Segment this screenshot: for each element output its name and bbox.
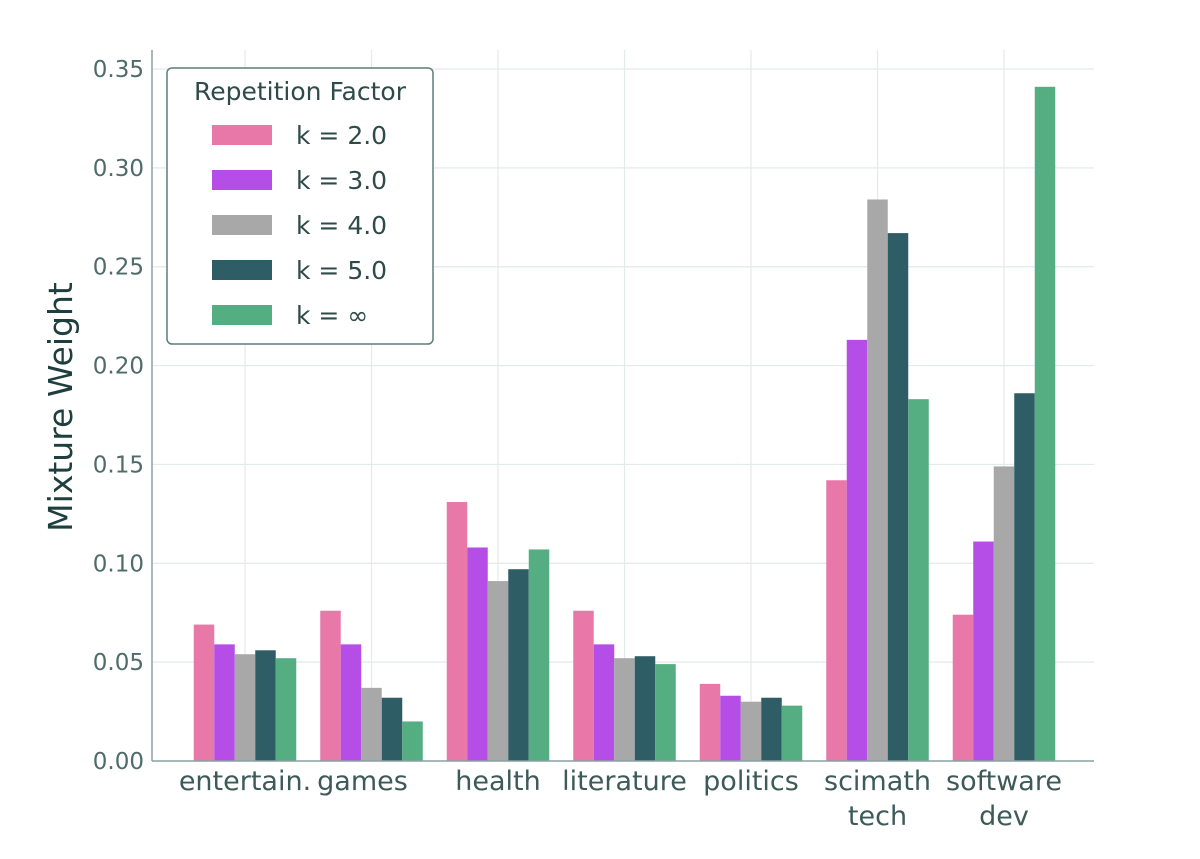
bar-k-4-0-4 (740, 701, 762, 761)
legend-label: k = 5.0 (296, 256, 387, 285)
bar-k-2-0-6 (952, 614, 974, 761)
bar-k-5-0-3 (634, 656, 656, 761)
y-tick-label: 0.30 (93, 156, 144, 182)
legend-label: k = 3.0 (296, 166, 387, 195)
bar-k--2 (528, 549, 550, 761)
bar-k-2-0-1 (320, 610, 341, 761)
y-tick-label: 0.20 (93, 354, 144, 380)
bar-k--6 (1034, 86, 1056, 762)
axes (151, 50, 1094, 762)
legend: Repetition Factor k = 2.0k = 3.0k = 4.0k… (166, 67, 434, 345)
bar-k-5-0-0 (255, 650, 276, 761)
y-tick-label: 0.10 (93, 551, 144, 577)
bar-k-4-0-6 (993, 466, 1015, 761)
bar-k--1 (402, 721, 423, 761)
x-tick-label: dev (979, 801, 1029, 832)
bar-k-4-0-2 (487, 581, 509, 761)
x-tick-label: entertain. (179, 766, 311, 797)
y-tick-labels: 0.00 0.05 0.10 0.15 0.20 0.25 0.30 0.35 (93, 57, 144, 775)
bar-k-5-0-6 (1014, 393, 1035, 761)
bar-k-3-0-0 (214, 644, 235, 761)
y-tick-label: 0.00 (93, 749, 144, 775)
legend-title: Repetition Factor (194, 77, 407, 106)
bar-k-5-0-2 (508, 569, 529, 761)
y-axis-label: Mixture Weight (41, 282, 80, 532)
legend-swatch (212, 260, 272, 280)
bar-k-2-0-3 (573, 610, 594, 761)
bar-k-3-0-1 (340, 644, 362, 761)
x-tick-labels: entertain. games health literature politics s… (179, 766, 1062, 832)
bar-k-3-0-5 (846, 339, 868, 761)
bar-k-3-0-4 (720, 695, 741, 761)
bar-k-5-0-5 (887, 233, 909, 762)
bar-k-4-0-0 (234, 654, 256, 761)
y-tick-label: 0.25 (93, 255, 144, 281)
bar-k-3-0-3 (593, 644, 615, 761)
bar-k-3-0-2 (467, 547, 488, 761)
bar-k-3-0-6 (973, 541, 994, 761)
x-tick-label: politics (703, 766, 799, 797)
legend-label: k = 2.0 (296, 121, 387, 150)
x-tick-label: health (455, 766, 540, 797)
legend-swatch (212, 215, 272, 235)
x-tick-label: software (946, 766, 1062, 797)
x-tick-label: games (317, 766, 408, 797)
bar-k-4-0-5 (867, 199, 888, 762)
legend-label: k = ∞ (296, 301, 368, 330)
bar-k-2-0-4 (699, 683, 721, 761)
y-tick-label: 0.05 (93, 650, 144, 676)
bar-k-5-0-4 (761, 697, 782, 761)
bar-k--4 (781, 705, 803, 761)
y-tick-label: 0.15 (93, 452, 144, 478)
bars (193, 86, 1056, 762)
bar-k-4-0-1 (361, 687, 382, 761)
x-tick-label: scimath (824, 766, 931, 797)
bar-k-2-0-5 (826, 480, 847, 761)
x-tick-label: literature (562, 766, 687, 797)
legend-swatch (212, 170, 272, 190)
bar-k--5 (908, 399, 929, 761)
legend-swatch (212, 305, 272, 325)
bar-k--3 (655, 664, 676, 761)
x-tick-label: tech (848, 801, 907, 832)
legend-items: k = 2.0 k = 3.0 k = 4.0 k = 5.0 k = ∞ (212, 121, 387, 330)
legend-swatch (212, 125, 272, 145)
bar-k-5-0-1 (381, 697, 403, 761)
bar-k-4-0-3 (614, 658, 635, 761)
bar-k-2-0-2 (446, 501, 468, 761)
bar-k-2-0-0 (193, 624, 215, 761)
bar-k--0 (275, 658, 297, 761)
legend-label: k = 4.0 (296, 211, 387, 240)
y-tick-label: 0.35 (93, 57, 144, 83)
